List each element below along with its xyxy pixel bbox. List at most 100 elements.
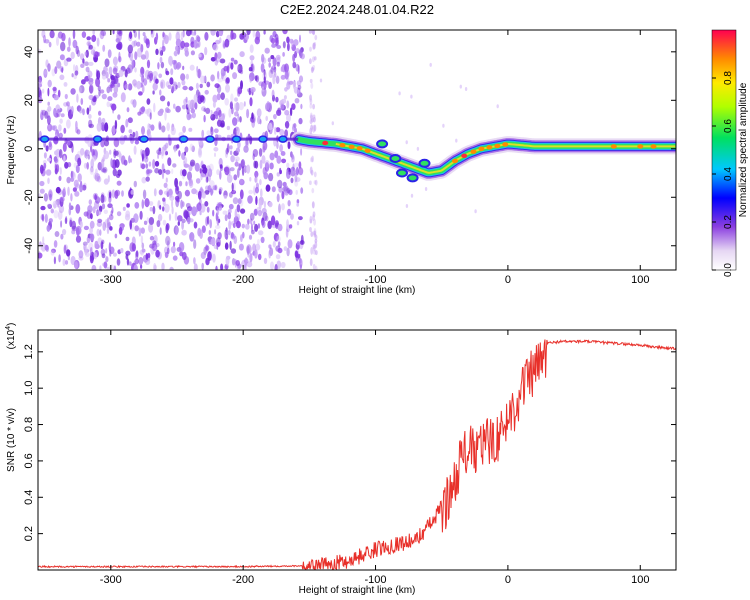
- spectrogram-noise-cell: [215, 114, 219, 120]
- spectrogram-noise-cell: [252, 30, 256, 38]
- spectrogram-noise-cell: [251, 223, 253, 232]
- spectrogram-noise-cell: [161, 262, 165, 270]
- spectrogram-noise-cell: [127, 117, 133, 124]
- spectrogram-noise-cell: [253, 220, 256, 226]
- spectrogram-noise-cell: [309, 58, 312, 65]
- spectrogram-noise-cell: [83, 162, 88, 169]
- spectrogram-noise-cell: [152, 82, 158, 91]
- spectrogram-noise-cell: [105, 71, 109, 79]
- spectrogram-noise-cell: [233, 59, 238, 65]
- spectrogram-noise-cell: [71, 220, 76, 230]
- spectrogram-noise-cell: [140, 227, 145, 234]
- spectrogram-noise-cell: [268, 201, 273, 208]
- y-tick-label: 0.2: [23, 526, 35, 541]
- spectrogram-noise-cell: [227, 212, 232, 220]
- spectrogram-noise-cell: [56, 108, 61, 118]
- spectrogram-noise-cell: [276, 45, 282, 49]
- spectrogram-noise-cell: [116, 211, 122, 217]
- spectrogram-noise-cell: [88, 123, 94, 129]
- spectrogram-noise-cell: [159, 89, 162, 96]
- spectrogram-noise-cell: [184, 46, 189, 53]
- colorbar-gradient: [711, 29, 737, 271]
- spectrogram-noise-cell: [89, 166, 94, 175]
- spectrogram-noise-cell: [290, 177, 294, 184]
- spectrogram-noise-cell: [87, 154, 91, 160]
- spectrogram-noise-cell: [225, 256, 230, 266]
- snr-multiplier-base: (x10: [6, 329, 17, 349]
- spectrogram-noise-cell: [212, 43, 219, 51]
- spectrogram-noise-cell: [89, 253, 94, 264]
- spectrogram-noise-cell: [171, 206, 174, 215]
- spectrogram-noise-cell: [177, 81, 181, 89]
- spectrogram-noise-cell: [88, 199, 93, 206]
- spectrogram-noise-cell: [136, 80, 141, 90]
- spectrogram-noise-cell: [276, 172, 280, 177]
- spectrogram-noise-cell: [201, 192, 206, 199]
- spectrogram-noise-cell: [255, 30, 261, 41]
- spectrogram-noise-cell: [311, 30, 315, 34]
- spectrogram-noise-cell: [284, 63, 289, 73]
- colorbar-label: Normalized spectral amplitude: [738, 82, 749, 217]
- spectrogram-noise-cell: [44, 70, 48, 75]
- y-tick-label: 40: [23, 46, 35, 58]
- spectrogram-noise-cell: [274, 264, 278, 270]
- spectrogram-noise-cell: [276, 155, 282, 164]
- spectrogram-noise-cell: [311, 155, 314, 163]
- spectrogram-noise-cell: [201, 164, 207, 169]
- spectrogram-noise-cell: [264, 160, 270, 168]
- spectrogram-noise-cell: [141, 153, 144, 162]
- spectrogram-noise-cell: [286, 81, 291, 90]
- spectrogram-noise-cell: [89, 233, 95, 241]
- spectrogram-noise-cell: [178, 180, 183, 187]
- spectrogram-noise-cell: [300, 148, 303, 156]
- spectrogram-noise-cell: [251, 118, 256, 128]
- spectrogram-noise-cell: [96, 37, 100, 47]
- spectrogram-noise-cell: [221, 72, 224, 80]
- spectrogram-noise-cell: [225, 147, 229, 155]
- spectrogram-noise-cell: [101, 117, 106, 124]
- spectrogram-noise-cell: [237, 65, 240, 70]
- spectrogram-noise-cell: [105, 256, 109, 263]
- spectrogram-noise-cell: [139, 73, 144, 78]
- spectrogram-noise-cell: [86, 107, 90, 115]
- spectrogram-noise-cell: [133, 264, 138, 270]
- spectrogram-noise-cell: [125, 118, 129, 128]
- spectrogram-ridge-blob: [139, 135, 149, 143]
- spectrogram-noise-cell: [165, 151, 168, 156]
- spectrogram-noise-cell: [120, 92, 126, 103]
- spectrogram-noise-cell: [75, 204, 81, 214]
- spectrogram-noise-cell: [233, 182, 236, 192]
- spectrogram-noise-cell: [81, 31, 87, 38]
- spectrogram-noise-cell: [314, 179, 318, 186]
- spectrogram-noise-cell: [68, 37, 71, 47]
- spectrogram-noise-cell: [66, 101, 70, 107]
- spectrogram-noise-cell: [86, 162, 89, 170]
- spectrogram-noise-cell: [259, 159, 263, 169]
- spectrogram-noise-cell: [155, 78, 159, 84]
- spectrogram-noise-cell: [106, 226, 110, 235]
- spectrogram-noise-cell: [96, 228, 100, 237]
- spectrogram-noise-cell: [234, 208, 238, 219]
- spectrogram-noise-cell: [214, 52, 218, 61]
- spectrogram-noise-cell: [131, 40, 136, 48]
- spectrogram-noise-cell: [464, 87, 468, 91]
- spectrogram-noise-cell: [113, 150, 119, 156]
- spectrogram-noise-cell: [241, 166, 245, 176]
- x-tick-label: -300: [100, 274, 122, 286]
- spectrogram-noise-cell: [257, 239, 260, 245]
- spectrogram-noise-cell: [313, 233, 317, 238]
- spectrogram-noise-cell: [80, 98, 84, 105]
- spectrogram-noise-cell: [231, 182, 234, 192]
- spectrogram-noise-cell: [196, 43, 200, 48]
- spectrogram-noise-cell: [271, 89, 275, 99]
- spectrogram-noise-cell: [167, 247, 170, 254]
- spectrogram-noise-cell: [225, 227, 228, 236]
- spectrogram-noise-cell: [220, 123, 225, 128]
- spectrogram-noise-cell: [204, 89, 209, 95]
- spectrogram-noise-cell: [270, 215, 276, 226]
- spectrogram-noise-cell: [297, 64, 300, 75]
- spectrogram-noise-cell: [108, 242, 112, 252]
- spectrogram-hot-spot: [486, 145, 493, 150]
- spectrogram-noise-cell: [197, 68, 201, 79]
- spectrogram-noise-cell: [201, 129, 205, 138]
